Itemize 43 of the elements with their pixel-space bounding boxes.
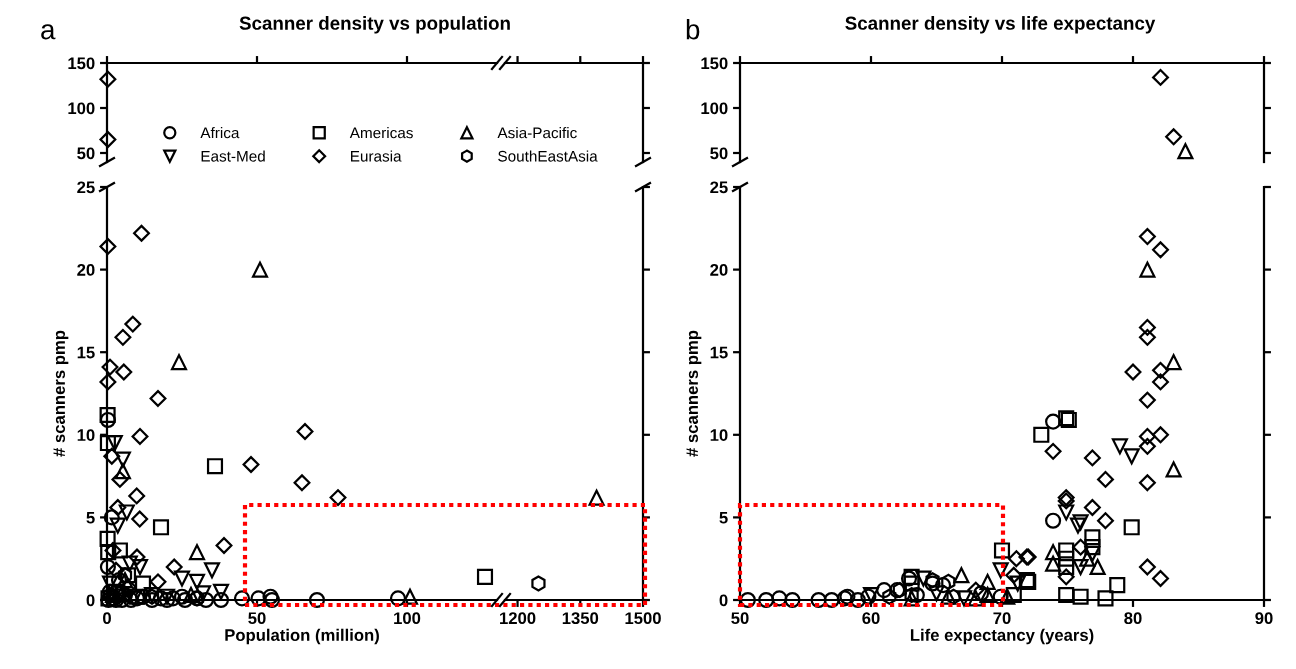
y-tick-label: 20: [77, 264, 95, 276]
y-tick-label: 20: [710, 264, 728, 276]
y-tick-label: 5: [86, 511, 95, 524]
y-tick-label: 15: [710, 346, 728, 359]
y-tick-label: 10: [710, 429, 728, 441]
y-tick-label: 0: [86, 594, 95, 607]
legend-label: SouthEastAsia: [498, 150, 598, 162]
y-tick-label: 150: [68, 57, 95, 70]
y-tick-label: 10: [77, 429, 95, 441]
x-tick-label: 0: [103, 612, 111, 625]
text: b: [686, 19, 700, 40]
x-tick-label: 1350: [562, 612, 599, 625]
y-axis-title: # scanners pmp: [686, 330, 702, 457]
x-tick-label: 90: [1255, 612, 1273, 625]
x-tick-label: 1500: [625, 612, 661, 625]
y-tick-label: 150: [701, 57, 728, 70]
x-axis-title: Population (million): [225, 628, 379, 645]
text: a: [41, 24, 56, 40]
y-tick-label: 25: [77, 181, 95, 194]
legend-label: East-Med: [201, 150, 265, 162]
x-tick-label: 50: [248, 612, 266, 625]
x-axis-title: Life expectancy (years): [910, 628, 1094, 645]
x-tick-label: 1200: [500, 612, 536, 625]
legend-label: Asia-Pacific: [497, 127, 577, 139]
legend-label: Eurasia: [351, 150, 402, 162]
x-tick-label: 100: [394, 612, 421, 625]
y-tick-label: 25: [710, 181, 728, 194]
y-tick-label: 50: [710, 147, 728, 160]
x-tick-label: 80: [1124, 612, 1142, 625]
y-tick-label: 100: [68, 102, 95, 115]
y-tick-label: 0: [719, 594, 728, 607]
chart-title: Scanner density vs life expectancy: [845, 16, 1156, 34]
x-tick-label: 70: [993, 612, 1011, 625]
y-tick-label: 15: [77, 346, 95, 359]
legend-label: Africa: [200, 127, 240, 139]
chart-title: Scanner density vs population: [239, 16, 510, 34]
x-tick-label: 50: [731, 612, 749, 625]
legend-label: Americas: [349, 127, 413, 139]
y-tick-label: 5: [719, 511, 728, 524]
x-tick-label: 60: [862, 612, 880, 625]
y-tick-label: 100: [701, 102, 728, 115]
y-axis-title: # scanners pmp: [53, 330, 69, 457]
y-tick-label: 50: [77, 147, 95, 160]
